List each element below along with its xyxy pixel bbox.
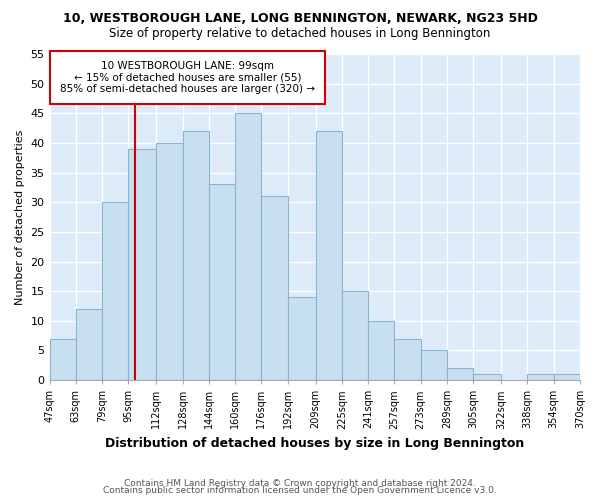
Text: Size of property relative to detached houses in Long Bennington: Size of property relative to detached ho… [109,28,491,40]
Bar [182,131,209,380]
Bar [421,350,447,380]
Bar [316,131,342,380]
Y-axis label: Number of detached properties: Number of detached properties [15,130,25,305]
Bar [50,338,76,380]
Text: 10 WESTBOROUGH LANE: 99sqm
← 15% of detached houses are smaller (55)
85% of semi: 10 WESTBOROUGH LANE: 99sqm ← 15% of deta… [60,61,315,94]
X-axis label: Distribution of detached houses by size in Long Bennington: Distribution of detached houses by size … [105,437,524,450]
Bar [554,374,580,380]
Bar [287,297,316,380]
Bar [473,374,501,380]
Bar [342,291,368,380]
FancyBboxPatch shape [50,51,325,104]
Bar [394,338,421,380]
Bar [102,202,128,380]
Bar [209,184,235,380]
Text: Contains HM Land Registry data © Crown copyright and database right 2024.: Contains HM Land Registry data © Crown c… [124,478,476,488]
Bar [262,196,287,380]
Bar [368,321,394,380]
Bar [235,114,262,380]
Bar [128,149,156,380]
Bar [527,374,554,380]
Bar [156,143,182,380]
Bar [447,368,473,380]
Text: 10, WESTBOROUGH LANE, LONG BENNINGTON, NEWARK, NG23 5HD: 10, WESTBOROUGH LANE, LONG BENNINGTON, N… [62,12,538,26]
Text: Contains public sector information licensed under the Open Government Licence v3: Contains public sector information licen… [103,486,497,495]
Bar [76,309,102,380]
